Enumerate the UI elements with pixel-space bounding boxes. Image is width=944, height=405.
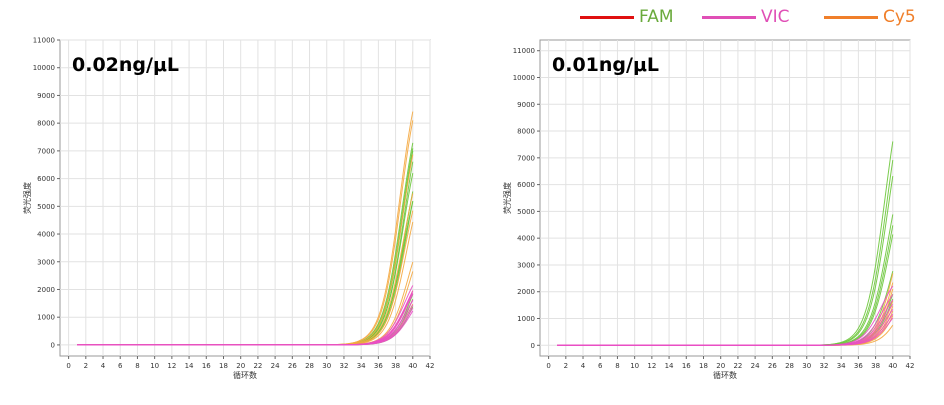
x-tick-label: 0 — [66, 362, 70, 370]
x-tick-label: 16 — [682, 362, 691, 370]
x-tick-label: 14 — [665, 362, 674, 370]
y-tick-label: 0 — [51, 341, 55, 349]
x-tick-label: 36 — [854, 362, 863, 370]
series-3 — [77, 285, 414, 346]
x-tick-label: 34 — [357, 362, 366, 370]
chart-title: 0.02ng/μL — [72, 54, 179, 76]
x-tick-label: 2 — [84, 362, 88, 370]
x-tick-label: 30 — [802, 362, 811, 370]
y-tick-label: 1000 — [517, 315, 535, 323]
chart-2: 0 2 4 6 8 10 12 14 16 18 20 22 24 26 28 30 32 34 36 38 40 420… — [502, 39, 915, 380]
x-tick-label: 22 — [253, 362, 262, 370]
y-tick-label: 9000 — [517, 101, 535, 109]
legend-swatch-fam — [580, 15, 634, 19]
y-tick-label: 4000 — [37, 231, 55, 239]
x-tick-label: 12 — [647, 362, 656, 370]
series-3 — [557, 285, 894, 346]
plot-area — [539, 39, 911, 357]
x-tick-label: 40 — [408, 362, 417, 370]
y-axis-label: 荧光强度 — [502, 182, 512, 214]
x-tick-label: 38 — [391, 362, 400, 370]
x-tick-label: 8 — [615, 362, 619, 370]
x-tick-label: 2 — [564, 362, 568, 370]
chart-1: 0 2 4 6 8 10 12 14 16 18 20 22 24 26 28 30 32 34 36 38 40 420… — [22, 37, 434, 381]
x-tick-label: 32 — [339, 362, 348, 370]
y-tick-label: 7000 — [517, 154, 535, 162]
y-tick-label: 3000 — [517, 261, 535, 269]
y-tick-label: 9000 — [37, 92, 55, 100]
x-tick-label: 14 — [185, 362, 194, 370]
y-tick-label: 4000 — [517, 235, 535, 243]
y-tick-label: 10000 — [513, 74, 535, 82]
plot-area — [59, 39, 431, 357]
y-tick-label: 3000 — [37, 258, 55, 266]
legend-swatch-cy5 — [824, 15, 878, 19]
x-tick-label: 4 — [581, 362, 586, 370]
legend-label-vic: VIC — [761, 7, 790, 27]
x-tick-label: 18 — [219, 362, 228, 370]
x-tick-label: 20 — [236, 362, 245, 370]
x-tick-label: 34 — [837, 362, 846, 370]
x-tick-label: 8 — [135, 362, 139, 370]
y-tick-label: 2000 — [37, 286, 55, 294]
x-axis-label: 循环数 — [713, 370, 737, 380]
y-tick-label: 6000 — [37, 175, 55, 183]
x-tick-label: 22 — [733, 362, 742, 370]
x-tick-label: 18 — [699, 362, 708, 370]
x-tick-label: 16 — [202, 362, 211, 370]
legend-label-cy5: Cy5 — [883, 7, 916, 27]
y-tick-label: 7000 — [37, 147, 55, 155]
legend-swatch-vic — [702, 15, 756, 19]
x-axis-label: 循环数 — [233, 370, 257, 380]
y-tick-label: 2000 — [517, 288, 535, 296]
y-tick-label: 1000 — [37, 314, 55, 322]
y-tick-label: 0 — [531, 342, 535, 350]
legend-label-fam: FAM — [639, 7, 674, 27]
x-tick-label: 28 — [305, 362, 314, 370]
x-tick-label: 36 — [374, 362, 383, 370]
y-tick-label: 11000 — [33, 37, 55, 45]
x-tick-label: 38 — [871, 362, 880, 370]
y-tick-label: 8000 — [517, 128, 535, 136]
chart-title: 0.01ng/μL — [552, 54, 659, 76]
y-tick-label: 8000 — [37, 120, 55, 128]
y-tick-label: 6000 — [517, 181, 535, 189]
y-tick-label: 5000 — [517, 208, 535, 216]
x-tick-label: 28 — [785, 362, 794, 370]
legend: FAM VIC Cy5 — [580, 4, 940, 30]
x-tick-label: 20 — [716, 362, 725, 370]
x-tick-label: 10 — [630, 362, 639, 370]
y-axis-label: 荧光强度 — [22, 182, 32, 214]
series-line — [77, 310, 414, 346]
legend-item-vic: VIC — [702, 4, 790, 30]
x-tick-label: 24 — [751, 362, 760, 370]
legend-item-fam: FAM — [580, 4, 674, 30]
x-tick-label: 42 — [906, 362, 915, 370]
y-tick-label: 11000 — [513, 47, 535, 55]
series-line — [557, 317, 894, 346]
x-tick-label: 0 — [546, 362, 550, 370]
x-tick-label: 4 — [101, 362, 106, 370]
x-tick-label: 6 — [118, 362, 123, 370]
x-tick-label: 42 — [426, 362, 435, 370]
x-tick-label: 40 — [888, 362, 897, 370]
x-tick-label: 24 — [271, 362, 280, 370]
x-tick-label: 26 — [768, 362, 777, 370]
x-tick-label: 32 — [819, 362, 828, 370]
y-tick-label: 5000 — [37, 203, 55, 211]
x-tick-label: 30 — [322, 362, 331, 370]
legend-item-cy5: Cy5 — [824, 4, 916, 30]
x-tick-label: 26 — [288, 362, 297, 370]
x-tick-label: 10 — [150, 362, 159, 370]
y-tick-label: 10000 — [33, 64, 55, 72]
x-tick-label: 12 — [167, 362, 176, 370]
x-tick-label: 6 — [598, 362, 603, 370]
